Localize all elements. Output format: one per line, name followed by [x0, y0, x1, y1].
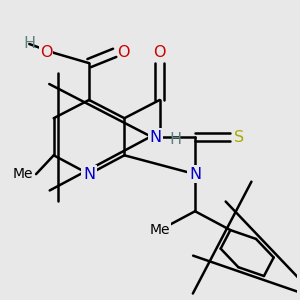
Text: H: H — [170, 133, 182, 148]
Text: Me: Me — [13, 167, 33, 181]
Text: N: N — [83, 167, 95, 182]
Text: O: O — [40, 45, 52, 60]
Text: Me: Me — [149, 223, 170, 237]
Text: N: N — [189, 167, 201, 182]
Text: N: N — [149, 130, 161, 145]
Text: H: H — [23, 37, 35, 52]
Text: S: S — [234, 130, 244, 145]
Text: O: O — [118, 45, 130, 60]
Text: O: O — [154, 45, 166, 60]
